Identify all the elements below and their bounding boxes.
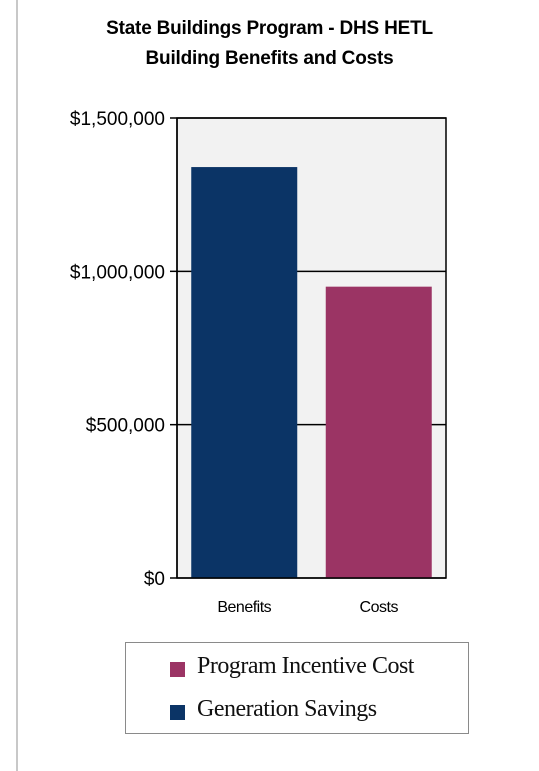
chart-subtitle: Building Benefits and Costs xyxy=(145,48,394,69)
chart-title: State Buildings Program - DHS HETL xyxy=(106,18,433,39)
x-tick-label: Costs xyxy=(360,599,399,616)
legend-swatch-program-incentive-cost xyxy=(170,662,185,677)
y-tick-label: $1,500,000 xyxy=(70,109,165,130)
legend-label-generation-savings: Generation Savings xyxy=(197,696,377,722)
x-tick-label: Benefits xyxy=(217,599,271,616)
y-tick-label: $1,000,000 xyxy=(70,262,165,283)
legend-swatch-generation-savings xyxy=(170,705,185,720)
legend-label-program-incentive-cost: Program Incentive Cost xyxy=(197,653,414,679)
bar-benefits xyxy=(191,167,298,579)
bar-chart: $0 $500,000 $1,000,000 $1,500,000 Benefits Co… xyxy=(70,109,447,616)
y-tick-label: $0 xyxy=(144,569,165,590)
chart-frame xyxy=(16,0,536,771)
chart-legend: Program Incentive Cost Generation Saving… xyxy=(125,642,469,734)
bar-costs xyxy=(325,286,432,578)
y-tick-label: $500,000 xyxy=(86,416,165,437)
